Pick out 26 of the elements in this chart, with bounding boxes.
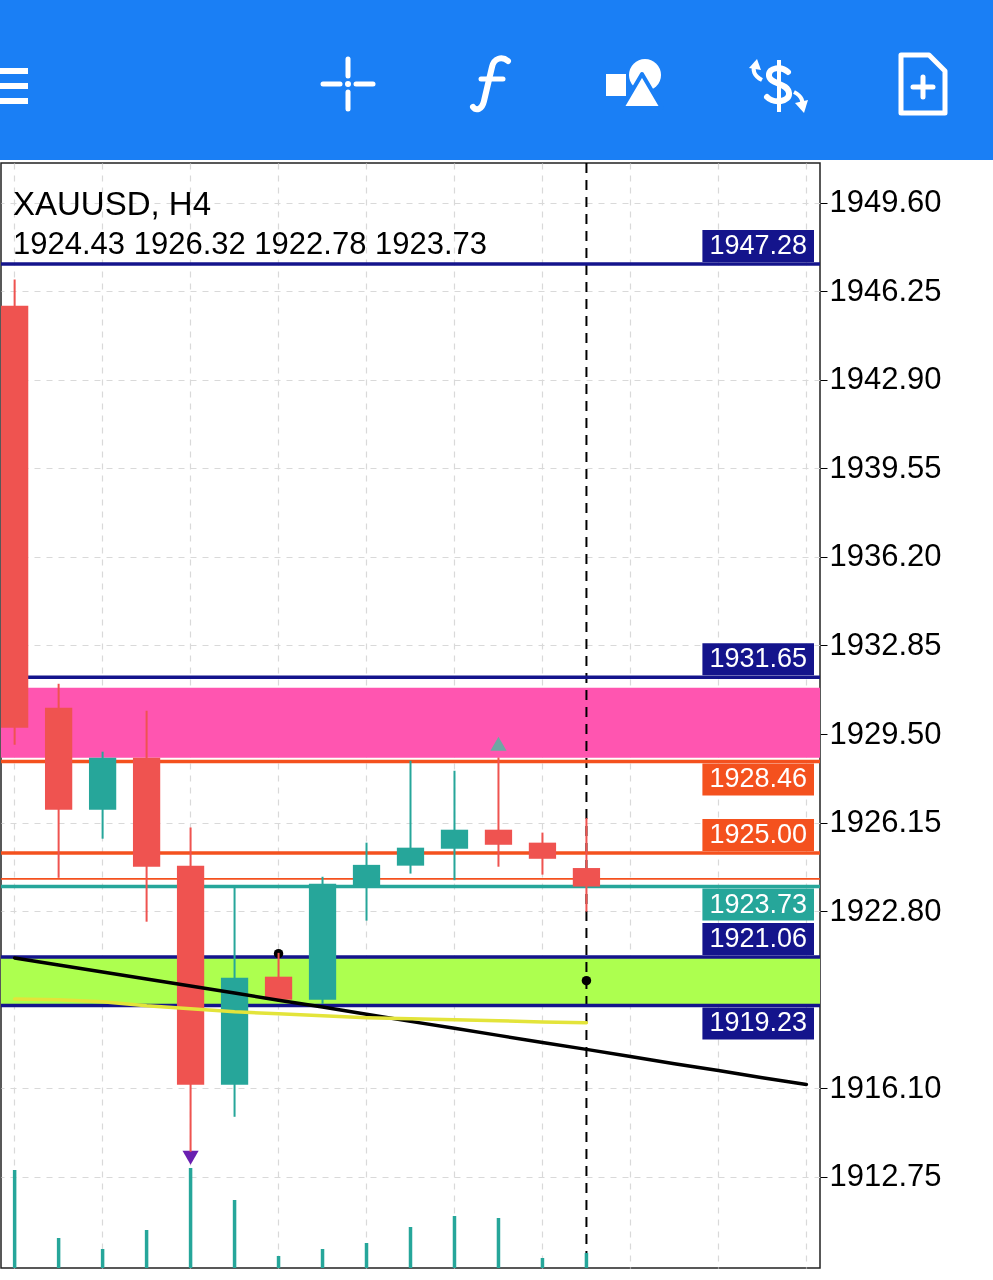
y-tick-label: 1916.10 [829, 1069, 942, 1105]
y-tick-label: 1946.25 [829, 272, 942, 308]
ref-line-label: 1931.65 [709, 643, 808, 674]
text: 1924.43 1926.32 1922.78 1923.73 [13, 226, 488, 261]
text: XAUUSD, H4 [13, 185, 212, 222]
y-tick-label: 1936.20 [829, 538, 942, 574]
ref-line-label: 1921.06 [709, 923, 808, 954]
line-series [12, 997, 589, 1025]
point [581, 975, 592, 986]
ref-line-label: 1923.73 [709, 888, 808, 919]
ref-line-label: 1928.46 [709, 763, 808, 794]
candlestick [396, 759, 425, 875]
y-tick-label: 1929.50 [829, 715, 942, 751]
ref-line-label: 1925.00 [709, 818, 808, 849]
candlestick [484, 756, 513, 868]
point [182, 1150, 199, 1165]
ref-line-label: 1947.28 [709, 229, 808, 260]
y-tick-label: 1926.15 [829, 804, 942, 840]
y-tick-label: 1942.90 [829, 361, 942, 397]
ref-line-label: 1919.23 [709, 1007, 808, 1038]
point [490, 736, 507, 751]
y-tick-label: 1922.80 [829, 892, 942, 928]
y-tick-label: 1932.85 [829, 626, 942, 662]
y-tick-label: 1912.75 [829, 1158, 942, 1194]
y-tick-label: 1939.55 [829, 449, 942, 485]
y-tick-label: 1949.60 [829, 184, 942, 220]
